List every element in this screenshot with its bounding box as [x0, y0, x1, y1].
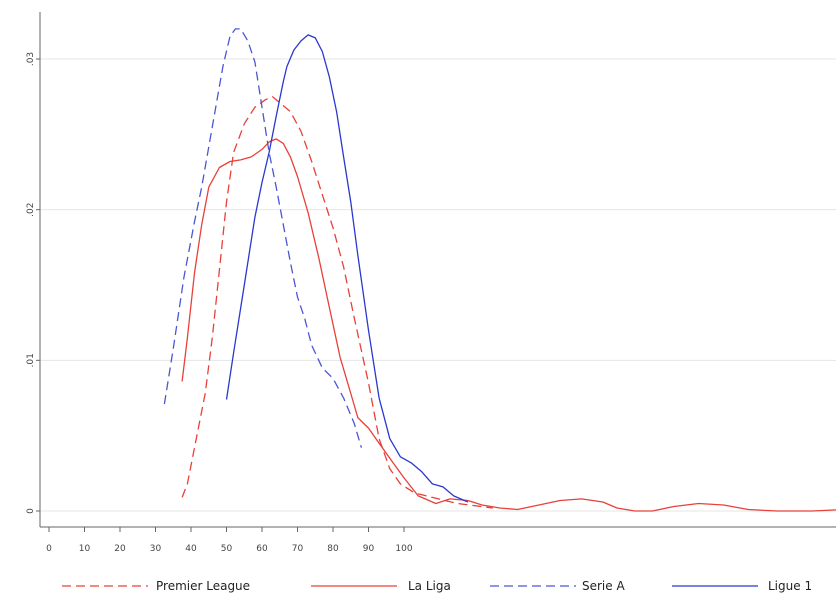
x-tick-label: 20	[114, 544, 126, 554]
x-tick-label: 10	[79, 544, 91, 554]
y-tick-label: .03	[26, 52, 36, 66]
y-tick-label: .02	[26, 203, 36, 217]
x-tick-label: 0	[46, 544, 52, 554]
series-line-serie-a	[163, 28, 363, 448]
series-line-ligue-1	[225, 34, 469, 503]
legend-label: Serie A	[582, 579, 625, 593]
axes: 0 .01 .02 .03 0 10 20 30 40 50 60 70 80 90 100	[26, 12, 836, 554]
x-tick-label: 100	[395, 544, 412, 554]
x-tick-label: 30	[150, 544, 162, 554]
legend-label: Ligue 1	[768, 579, 812, 593]
legend-label: Premier League	[156, 579, 250, 593]
y-tick-label: .01	[26, 353, 36, 367]
x-tick-label: 60	[256, 544, 268, 554]
x-tick-label: 90	[363, 544, 375, 554]
x-tick-label: 80	[327, 544, 339, 554]
legend-label: La Liga	[408, 579, 451, 593]
series-line-la-liga	[181, 138, 836, 512]
series-lines	[163, 28, 836, 512]
x-tick-label: 50	[221, 544, 233, 554]
x-tick-label: 70	[292, 544, 304, 554]
gridlines	[40, 58, 836, 512]
legend: Premier League La Liga Serie A Ligue 1	[62, 579, 812, 593]
y-tick-label: 0	[26, 508, 36, 514]
series-line-premier-league	[181, 96, 493, 509]
x-tick-label: 40	[185, 544, 197, 554]
